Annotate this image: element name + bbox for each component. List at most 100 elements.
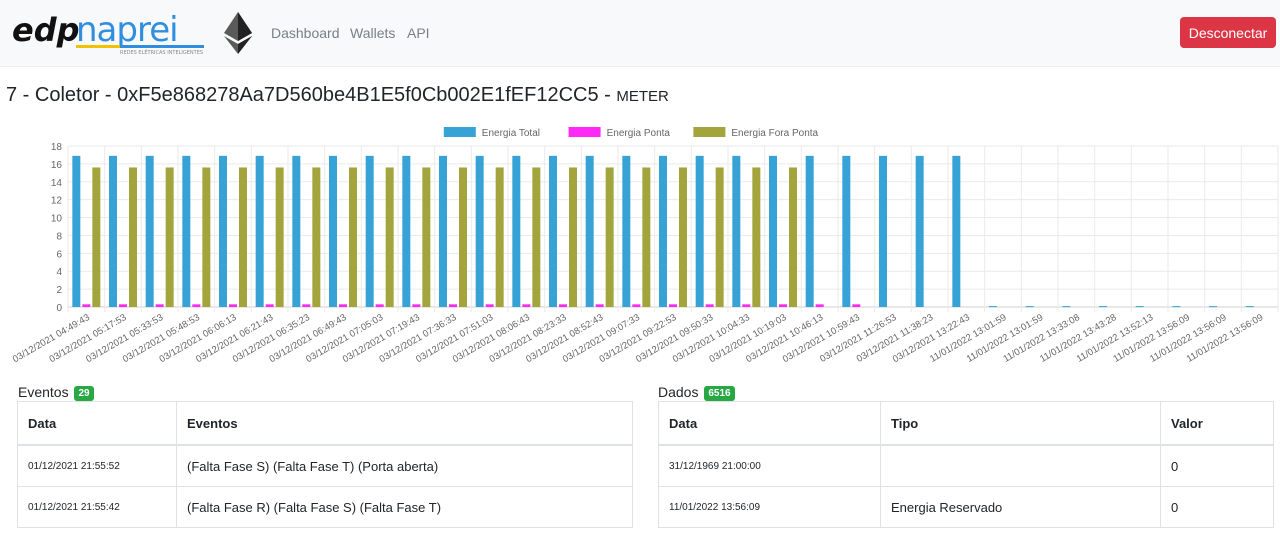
bar-energia-fora-ponta xyxy=(349,167,357,307)
bar-energia-ponta xyxy=(119,304,127,307)
dados-label: Dados xyxy=(658,384,699,400)
bar-energia-fora-ponta xyxy=(642,167,651,307)
bar-energia-total xyxy=(292,155,301,307)
collector-title: 7 - Coletor - 0xF5e868278Aa7D560be4B1E5f… xyxy=(6,84,617,106)
bar-energia-ponta xyxy=(522,304,531,307)
bar-energia-total xyxy=(769,155,777,307)
bar-energia-total xyxy=(219,155,227,307)
bar-energia-fora-ponta xyxy=(532,167,541,307)
y-tick-label: 16 xyxy=(51,160,63,171)
bar-energia-fora-ponta xyxy=(92,167,101,307)
cell-data: 11/01/2022 13:56:09 xyxy=(658,486,881,528)
disconnect-button[interactable]: Desconectar xyxy=(1180,17,1276,48)
col-header-tipo: Tipo xyxy=(880,401,1161,446)
bar-energia-total xyxy=(695,155,704,307)
bar-energia-total xyxy=(1245,306,1254,308)
cell-tipo: Energia Reservado xyxy=(880,486,1161,528)
col-header-valor: Valor xyxy=(1160,401,1274,446)
dados-heading: Dados 6516 xyxy=(658,384,735,401)
dados-table: Data Tipo Valor 31/12/1969 21:00:00 0 11… xyxy=(658,401,1274,528)
y-tick-label: 10 xyxy=(51,214,63,225)
bar-energia-total xyxy=(915,155,924,307)
brand-naprei: naprei xyxy=(76,10,178,50)
bar-energia-fora-ponta xyxy=(129,167,137,307)
bar-energia-total xyxy=(439,155,447,307)
bar-energia-ponta xyxy=(632,304,641,307)
y-tick-label: 18 xyxy=(51,142,63,153)
bar-energia-ponta xyxy=(705,304,714,307)
bar-energia-ponta xyxy=(595,304,604,307)
legend-swatch xyxy=(568,127,601,137)
bar-energia-total xyxy=(1209,306,1217,308)
col-header-eventos: Eventos xyxy=(176,401,633,446)
bar-energia-total xyxy=(989,306,997,308)
bar-energia-ponta xyxy=(302,304,311,307)
nav-link-wallets[interactable]: Wallets xyxy=(350,25,396,41)
cell-valor: 0 xyxy=(1160,486,1274,528)
bar-energia-fora-ponta xyxy=(752,167,761,307)
bar-energia-total xyxy=(145,155,154,307)
y-tick-label: 8 xyxy=(56,231,62,242)
bar-energia-total xyxy=(512,155,521,307)
bar-energia-fora-ponta xyxy=(275,167,284,307)
table-row[interactable]: 01/12/2021 21:55:52 (Falta Fase S) (Falt… xyxy=(17,444,633,487)
brand-underline-blue xyxy=(120,45,204,48)
bar-energia-total xyxy=(622,155,631,307)
bar-energia-total xyxy=(549,155,557,307)
y-tick-label: 0 xyxy=(56,303,62,314)
bar-energia-fora-ponta xyxy=(715,167,724,307)
brand-underline-yellow xyxy=(76,45,120,48)
page-title: 7 - Coletor - 0xF5e868278Aa7D560be4B1E5f… xyxy=(6,84,669,107)
bar-energia-total xyxy=(732,155,741,307)
eventos-table: Data Eventos 01/12/2021 21:55:52 (Falta … xyxy=(17,401,633,528)
bar-energia-total xyxy=(1062,306,1071,308)
bar-energia-ponta xyxy=(192,304,201,307)
navbar: edp naprei REDES ELÉTRICAS INTELIGENTES … xyxy=(0,0,1280,67)
bar-energia-ponta xyxy=(779,304,787,307)
table-header-row: Data Eventos xyxy=(17,401,633,446)
bar-energia-total xyxy=(659,155,667,307)
bar-energia-ponta xyxy=(669,304,677,307)
bar-energia-ponta xyxy=(815,304,824,307)
nav-link-api[interactable]: API xyxy=(407,25,430,41)
bar-energia-fora-ponta xyxy=(165,167,174,307)
table-row[interactable]: 31/12/1969 21:00:00 0 xyxy=(658,444,1274,487)
edp-naprei-logo[interactable]: edp naprei REDES ELÉTRICAS INTELIGENTES xyxy=(12,10,208,56)
bar-energia-ponta xyxy=(265,304,274,307)
table-row[interactable]: 01/12/2021 21:55:42 (Falta Fase R) (Falt… xyxy=(17,486,633,528)
bar-energia-ponta xyxy=(412,304,421,307)
bar-energia-total xyxy=(1135,306,1144,308)
brand-tagline: REDES ELÉTRICAS INTELIGENTES xyxy=(120,48,203,56)
legend-label: Energia Ponta xyxy=(607,128,671,139)
col-header-data: Data xyxy=(658,401,881,446)
bar-energia-ponta xyxy=(485,304,494,307)
cell-data: 31/12/1969 21:00:00 xyxy=(658,444,881,487)
bar-energia-total xyxy=(805,155,814,307)
bar-energia-fora-ponta xyxy=(422,167,431,307)
legend-swatch xyxy=(693,127,726,137)
bar-energia-total xyxy=(879,155,887,307)
legend-swatch xyxy=(443,127,476,137)
collector-type: METER xyxy=(616,88,669,105)
ethereum-icon[interactable] xyxy=(224,12,252,54)
bar-energia-fora-ponta xyxy=(202,167,211,307)
bar-energia-ponta xyxy=(155,304,164,307)
y-tick-label: 4 xyxy=(56,267,62,278)
cell-eventos: (Falta Fase R) (Falta Fase S) (Falta Fas… xyxy=(176,486,633,528)
cell-data: 01/12/2021 21:55:42 xyxy=(17,486,177,528)
bar-energia-ponta xyxy=(229,304,237,307)
bar-energia-total xyxy=(109,155,117,307)
nav-link-dashboard[interactable]: Dashboard xyxy=(271,25,340,41)
bar-energia-total xyxy=(329,155,337,307)
table-row[interactable]: 11/01/2022 13:56:09 Energia Reservado 0 xyxy=(658,486,1274,528)
eventos-label: Eventos xyxy=(18,384,69,400)
legend-label: Energia Total xyxy=(482,128,540,139)
bar-energia-ponta xyxy=(449,304,457,307)
bar-energia-total xyxy=(365,155,374,307)
cell-eventos: (Falta Fase S) (Falta Fase T) (Porta abe… xyxy=(176,444,633,487)
bar-energia-total xyxy=(402,155,411,307)
dados-count-badge: 6516 xyxy=(704,386,735,401)
bar-energia-ponta xyxy=(375,304,384,307)
bar-energia-total xyxy=(842,155,851,307)
